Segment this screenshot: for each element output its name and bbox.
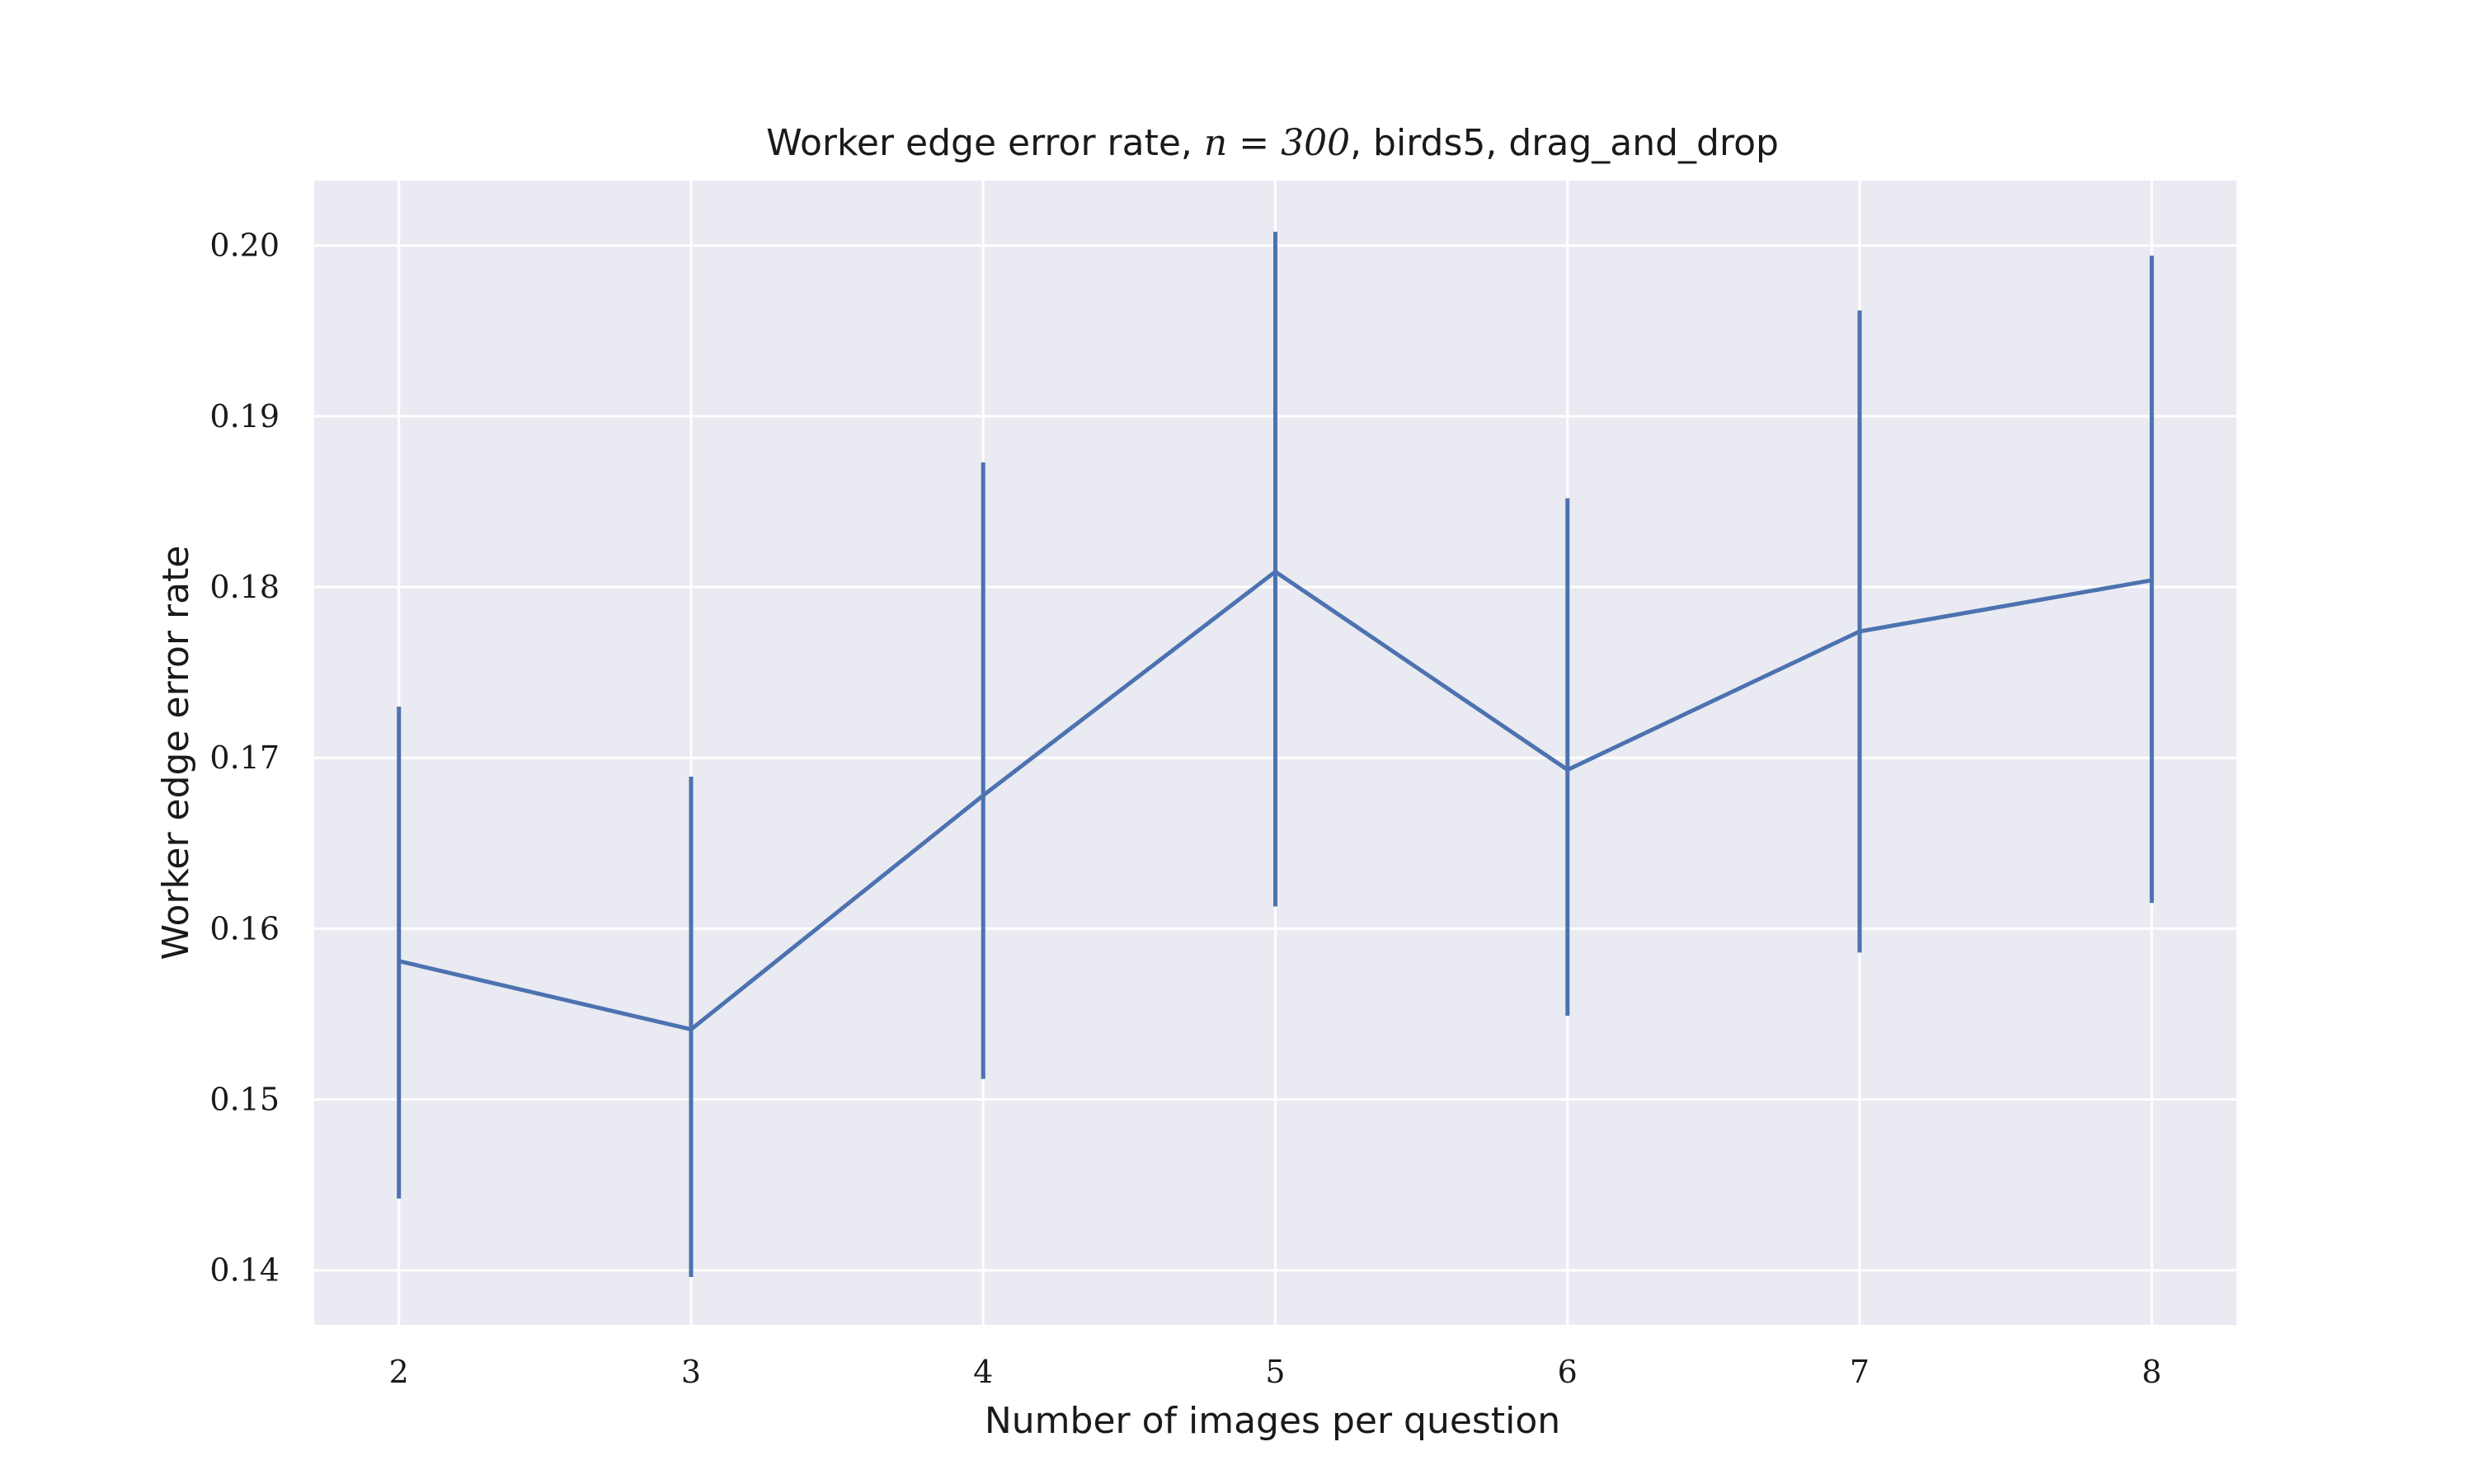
y-tick-label: 0.18	[209, 569, 280, 605]
y-tick-labels: 0.14 0.15 0.16 0.17 0.18 0.19 0.20	[209, 228, 280, 1289]
x-tick-labels: 2 3 4 5 6 7 8	[389, 1354, 2162, 1390]
x-tick-label: 8	[2142, 1354, 2161, 1390]
y-tick-label: 0.17	[209, 740, 280, 776]
x-tick-label: 2	[389, 1354, 409, 1390]
y-tick-label: 0.20	[209, 228, 280, 264]
x-tick-label: 3	[681, 1354, 701, 1390]
y-tick-label: 0.14	[209, 1252, 280, 1289]
series-layer	[397, 232, 2154, 1277]
data-point	[1273, 569, 1277, 574]
x-tick-label: 5	[1265, 1354, 1285, 1390]
x-tick-label: 6	[1558, 1354, 1578, 1390]
chart-title-suffix: , birds5, drag_and_drop	[1350, 122, 1779, 164]
chart-title: Worker edge error rate, n = 300, birds5,…	[766, 122, 1779, 164]
data-point	[1857, 629, 1862, 634]
data-point	[689, 1027, 694, 1032]
x-tick-label: 4	[973, 1354, 993, 1390]
chart-title-prefix: Worker edge error rate,	[766, 122, 1204, 164]
x-tick-label: 7	[1850, 1354, 1870, 1390]
y-tick-label: 0.19	[209, 398, 280, 434]
y-tick-label: 0.16	[209, 910, 280, 946]
data-point	[397, 959, 402, 964]
data-point	[981, 793, 985, 798]
chart-title-math: n = 300	[1204, 122, 1350, 164]
y-tick-label: 0.15	[209, 1082, 280, 1118]
x-axis-label: Number of images per question	[985, 1400, 1560, 1442]
y-axis-label: Worker edge error rate	[155, 546, 197, 960]
data-point	[2149, 578, 2154, 583]
data-point	[1565, 768, 1570, 773]
